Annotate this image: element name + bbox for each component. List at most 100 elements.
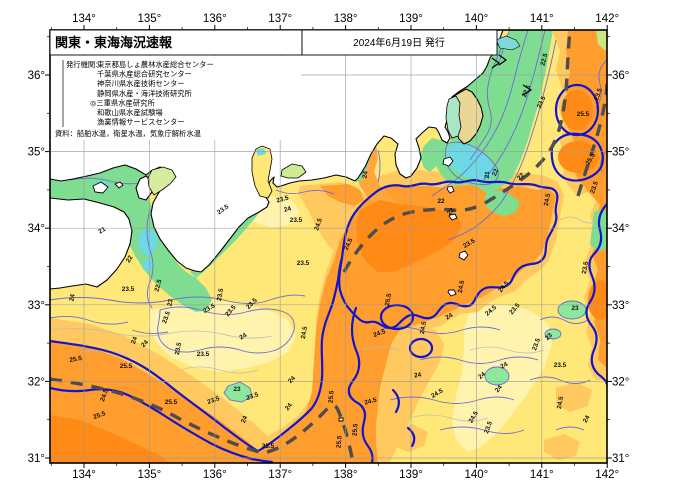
isotherm-label: 25.5 — [165, 399, 178, 406]
isotherm-label: 23.5 — [290, 217, 303, 224]
isotherm-label: 23.5 — [483, 420, 494, 435]
lake-kasumigaura — [495, 35, 521, 51]
isotherm-label: 23.5 — [276, 194, 290, 204]
isotherm-label: 23.5 — [554, 362, 567, 369]
isotherm-label: 24.5 — [457, 280, 466, 294]
isotherm-label: 25.5 — [92, 410, 107, 421]
isotherm-label: 23.5 — [531, 337, 542, 352]
isotherm-label: 24.5 — [313, 217, 324, 232]
isotherm-label: 23.5 — [297, 260, 310, 267]
isotherm-label: 24.5 — [300, 326, 309, 340]
source-note: 資料：船舶水温，衛星水温，気象庁解析水温 — [55, 129, 202, 138]
isotherm-label: 24 — [238, 332, 248, 342]
isotherm-label: 24 — [287, 375, 297, 385]
isotherm-label: 23.5 — [245, 391, 260, 402]
isotherm-label: 24.5 — [556, 396, 565, 410]
publisher-2: 千葉県水産総合研究センター — [97, 70, 192, 79]
isotherm-label: 24 — [240, 415, 249, 424]
issue-date: 2024年6月19日 発行 — [353, 36, 445, 49]
lat-label-right: 31° — [612, 453, 629, 465]
ise-bay — [251, 145, 273, 199]
lat-label-right: 33° — [612, 300, 629, 312]
ise-bay-cold-patch — [256, 148, 266, 156]
publisher-1: 東京都島しょ農林水産総合センター — [97, 60, 214, 69]
axis-labels: 134° 134° 135° 135° 136° 136° 137° 137° 138° 138°… — [28, 13, 630, 481]
isotherm-label: 23.5 — [593, 87, 604, 102]
lon-label-bottom: 135° — [138, 469, 162, 481]
header-block: 関東・東海海況速報 2024年6月19日 発行 発行機関： 東京都島しょ農林水産… — [49, 29, 498, 140]
isotherm-label: 24 — [140, 339, 150, 349]
cool-eddies — [223, 300, 587, 403]
graticule — [50, 30, 607, 463]
isotherm-label: 24 — [414, 371, 423, 379]
lat-label-right: 34° — [612, 223, 629, 235]
isotherm-label: 23.5 — [174, 342, 183, 356]
publisher-3: 神奈川県水産技術センター — [97, 79, 185, 88]
isotherm-label: 25.5 — [384, 293, 393, 307]
isotherm-label: 25.5 — [351, 423, 359, 436]
isotherm-label: 25.5 — [120, 363, 133, 370]
lat-label-left: 31° — [28, 453, 45, 465]
axis-ticks — [45, 25, 612, 468]
publisher-7: 漁業情報サービスセンター — [97, 118, 185, 127]
lon-label-top: 135° — [138, 13, 162, 25]
mikawa-bay — [280, 163, 307, 179]
isotherm-label: 24.5 — [419, 321, 428, 335]
lon-label-top: 139° — [399, 13, 423, 25]
osaka-bay — [147, 166, 177, 196]
tokyo-bay — [445, 95, 462, 139]
lat-label-left: 34° — [28, 223, 45, 235]
lon-label-top: 140° — [465, 13, 489, 25]
isotherm-label: 24.5 — [372, 328, 387, 339]
isotherm-label: 24 — [499, 361, 509, 371]
isotherm-label: 25.5 — [577, 111, 590, 118]
isotherm-label: 22 — [491, 168, 500, 177]
isotherm-label: 23 — [166, 298, 174, 307]
publisher-label: 発行機関： — [66, 60, 102, 69]
page-title: 関東・東海海況速報 — [55, 35, 173, 50]
isotherm-label: 23 — [544, 332, 554, 342]
lon-label-top: 137° — [268, 13, 292, 25]
isotherm-label: 23 — [571, 305, 579, 312]
lon-label-top: 138° — [334, 13, 358, 25]
lat-label-left: 35° — [28, 147, 45, 159]
isotherm-label: 23.5 — [161, 310, 172, 325]
lon-label-top: 141° — [530, 13, 554, 25]
isotherm-label: 23.5 — [536, 95, 548, 110]
lon-label-bottom: 138° — [334, 469, 358, 481]
isotherm-label: 24 — [284, 402, 294, 412]
isotherm-label: 22 — [125, 254, 135, 264]
isotherm-label: 24 — [130, 336, 139, 345]
lon-label-bottom: 140° — [465, 469, 489, 481]
lat-label-left: 33° — [28, 300, 45, 312]
current-arrow-icon — [491, 54, 533, 96]
lon-label-top: 142° — [595, 13, 619, 25]
isotherm-label: 24 — [283, 205, 292, 214]
inland-sea-islet — [114, 181, 124, 189]
isotherm-label: 22.5 — [521, 84, 533, 99]
isotherm-label: 24 — [361, 170, 369, 179]
lon-label-top: 134° — [72, 13, 96, 25]
isotherm-label: 25.5 — [69, 355, 83, 364]
shikoku-coastline — [50, 197, 133, 290]
lon-label-bottom: 139° — [399, 469, 423, 481]
isotherm-label: 24 — [582, 414, 592, 424]
publisher-5: ◎三重県水産研究所 — [90, 98, 155, 107]
lat-label-right: 35° — [612, 147, 629, 159]
lon-label-bottom: 137° — [268, 469, 292, 481]
isotherm-label: 24.5 — [99, 388, 110, 403]
title-box — [49, 29, 303, 56]
isotherm-label: 24.5 — [543, 193, 552, 207]
isotherm-label: 24 — [444, 312, 454, 322]
izu-islands — [338, 156, 469, 422]
lon-label-top: 136° — [203, 13, 227, 25]
isotherm-label: 23.5 — [581, 261, 590, 275]
isotherm-label: 24 — [477, 371, 487, 381]
publishers-backplate — [51, 56, 301, 140]
isotherm-label: 24 — [68, 293, 76, 302]
isotherm-label: 23 — [233, 386, 241, 393]
isotherm-label: 24.5 — [343, 237, 355, 252]
